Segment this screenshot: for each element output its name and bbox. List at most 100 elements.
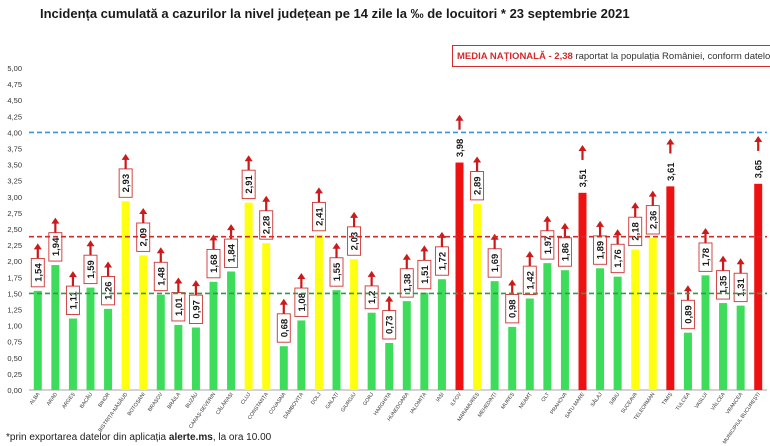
trend-up-arrow [736, 258, 745, 274]
trend-up-arrow [104, 261, 113, 277]
trend-up-arrow-head [473, 156, 482, 163]
data-label: 1,11 [65, 285, 80, 315]
category-label: NEAMȚ [518, 391, 534, 410]
y-tick-label: 0,75 [7, 338, 22, 347]
trend-up-arrow [139, 208, 148, 224]
data-label: 3,61 [663, 157, 678, 187]
bar-municipiul-bucurești [754, 154, 763, 390]
data-label-text: 1,97 [543, 236, 554, 255]
trend-up-arrow [719, 255, 728, 271]
category-label: GALAȚI [325, 392, 340, 411]
y-tick-label: 0,00 [7, 386, 22, 395]
bar-vâlcea [719, 303, 728, 390]
y-tick-label: 2,00 [7, 257, 22, 266]
trend-up-arrow-head [402, 253, 411, 260]
trend-up-arrow [314, 187, 323, 203]
category-label: CLUJ [240, 391, 253, 405]
bar-cluj [244, 202, 253, 390]
data-label-text: 1,2 [367, 291, 378, 304]
data-label: 3,98 [452, 133, 467, 163]
y-tick-label: 2,25 [7, 241, 22, 250]
trend-up-arrow [174, 277, 183, 293]
data-label: 3,65 [751, 154, 766, 184]
data-label-text: 1,01 [174, 297, 185, 316]
data-label-text: 1,59 [86, 260, 97, 279]
data-label: 1,2 [364, 285, 379, 310]
trend-up-arrow-head [666, 138, 675, 145]
data-label-text: 1,69 [490, 254, 501, 272]
category-label: IAȘI [435, 392, 446, 403]
category-label: BISTRIȚA-NĂSĂUD [97, 391, 130, 433]
data-label: 1,86 [557, 237, 572, 267]
trend-up-arrow [437, 231, 446, 247]
y-tick-label: 3,25 [7, 177, 22, 186]
trend-up-arrow [191, 280, 200, 296]
bar-sălaj [596, 268, 605, 390]
data-label-box [645, 205, 660, 235]
trend-up-arrow [51, 217, 60, 233]
data-label-box [663, 157, 678, 187]
bar-alba [33, 290, 42, 390]
data-label-text: 2,91 [244, 174, 255, 193]
data-label-text: 2,18 [631, 222, 642, 241]
trend-up-arrow [33, 243, 42, 259]
footnote-suffix: , la ora 10.00 [212, 432, 272, 443]
data-label: 1,08 [294, 287, 309, 317]
bar-sibiu [613, 276, 622, 390]
y-tick-label: 4,75 [7, 80, 22, 89]
data-label-text: 1,35 [719, 275, 730, 294]
y-tick-label: 0,50 [7, 354, 22, 363]
national-average-dash: - [548, 51, 552, 62]
trend-up-arrow [367, 270, 376, 286]
data-label: 2,89 [470, 171, 485, 201]
data-label-text: 2,03 [350, 232, 361, 251]
data-label-text: 1,94 [51, 237, 62, 256]
data-label: 2,28 [259, 210, 274, 240]
bar-dâmbovița [297, 320, 306, 390]
trend-up-arrow [156, 247, 165, 263]
bar-ialomița [420, 292, 429, 390]
data-label: 1,42 [522, 265, 537, 296]
bar-arad [51, 265, 60, 390]
data-label: 1,48 [153, 261, 168, 292]
data-label-text: 2,36 [648, 211, 659, 230]
data-label-text: 1,84 [227, 243, 238, 262]
bar-teleorman [648, 238, 657, 390]
bar-constanța [262, 243, 271, 390]
trend-up-arrow-head [648, 190, 657, 197]
data-label-box [470, 171, 485, 201]
data-label: 2,03 [347, 226, 362, 256]
bar-covasna [279, 346, 288, 390]
category-label: TIMIȘ [661, 391, 674, 406]
data-label: 1,59 [83, 254, 98, 285]
data-label-text: 1,72 [437, 252, 448, 270]
data-label-box [487, 248, 502, 278]
data-label-text: 3,61 [666, 162, 677, 181]
data-label: 1,31 [733, 272, 748, 303]
data-label: 1,35 [716, 270, 731, 300]
bar-galați [332, 290, 341, 390]
data-label-box [83, 254, 98, 285]
trend-up-arrow-head [385, 295, 394, 302]
data-label: 1,78 [698, 242, 713, 272]
data-label-text: 1,08 [297, 293, 308, 312]
data-label: 1,89 [593, 235, 608, 265]
trend-up-arrow [402, 253, 411, 269]
trend-up-arrow [613, 229, 622, 245]
data-label-text: 1,78 [701, 248, 712, 266]
data-label-text: 1,55 [332, 262, 343, 281]
trend-up-arrow [86, 240, 95, 256]
data-label: 0,73 [382, 310, 397, 340]
data-label-text: 3,98 [455, 139, 466, 158]
bar-vrancea [736, 305, 745, 390]
data-label-box [698, 242, 713, 272]
y-tick-label: 4,00 [7, 128, 22, 137]
data-label-text: 1,89 [596, 241, 607, 259]
bar-timiș [666, 157, 675, 390]
bar-suceava [631, 249, 640, 390]
trend-up-arrow [666, 138, 675, 154]
y-tick-label: 2,75 [7, 209, 22, 218]
bar-neamț [525, 298, 534, 390]
trend-up-arrow [244, 155, 253, 171]
data-label-text: 1,31 [736, 277, 747, 296]
